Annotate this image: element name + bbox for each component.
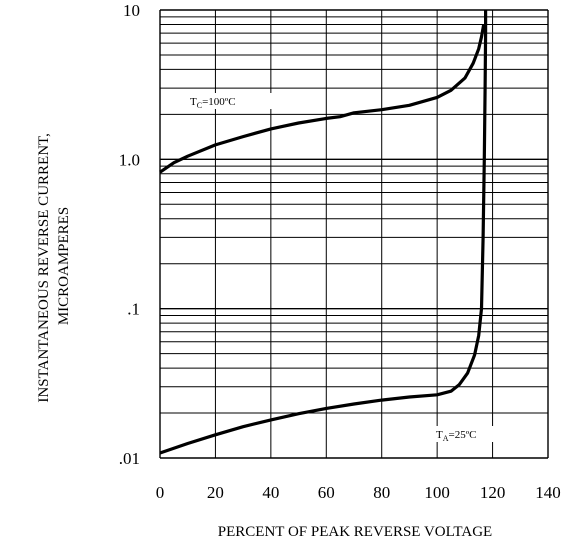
y-tick-label: 10 <box>123 1 140 20</box>
plot-annotations: TC=100ºC TA=25ºC <box>184 93 518 443</box>
x-axis-title: PERCENT OF PEAK REVERSE VOLTAGE <box>218 524 492 540</box>
x-tick-label: 140 <box>535 483 561 502</box>
annotation-background <box>184 93 284 109</box>
y-axis-title: INSTANTANEOUS REVERSE CURRENT, MICROAMPE… <box>36 129 72 402</box>
x-tick-labels: 0 20 40 60 80 100 120 140 <box>156 483 561 502</box>
plot-curves <box>159 10 488 455</box>
x-tick-label: 20 <box>207 483 224 502</box>
x-tick-label: 60 <box>318 483 335 502</box>
annotation-background <box>430 426 518 442</box>
series-curve-ta-25c <box>159 10 488 455</box>
y-axis-title-line-1: INSTANTANEOUS REVERSE CURRENT, <box>36 133 52 402</box>
annotation-ta-25c: TA=25ºC <box>430 426 518 443</box>
series-curve-tc-100c <box>159 24 486 174</box>
plot-grid <box>159 9 549 459</box>
x-tick-label: 100 <box>424 483 450 502</box>
x-tick-label: 80 <box>373 483 390 502</box>
y-tick-label: .1 <box>127 300 140 319</box>
annotation-label: TC=100ºC <box>190 96 236 110</box>
annotation-label: TA=25ºC <box>436 429 476 443</box>
x-tick-label: 0 <box>156 483 165 502</box>
y-tick-label: 1.0 <box>119 150 140 169</box>
y-tick-labels: .01 .1 1.0 10 <box>119 1 140 468</box>
x-tick-label: 120 <box>480 483 506 502</box>
annotation-tc-100c: TC=100ºC <box>184 93 284 110</box>
y-axis-title-line-2: MICROAMPERES <box>56 207 72 325</box>
y-tick-label: .01 <box>119 449 140 468</box>
x-tick-label: 40 <box>262 483 279 502</box>
